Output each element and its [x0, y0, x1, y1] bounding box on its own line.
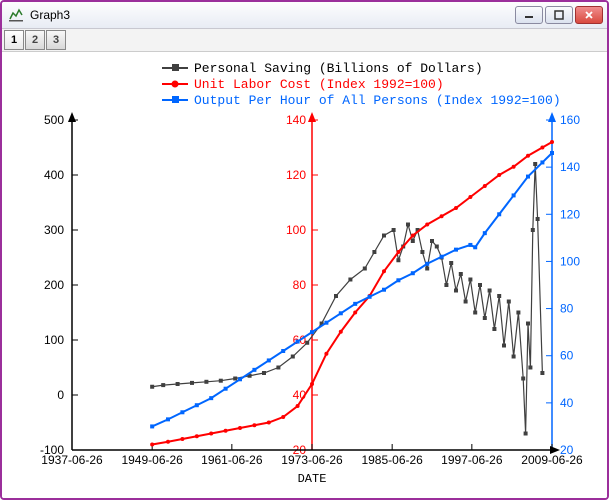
svg-text:140: 140: [560, 160, 580, 174]
svg-text:140: 140: [286, 113, 306, 127]
tab-1[interactable]: 1: [4, 30, 24, 50]
tab-3[interactable]: 3: [46, 30, 66, 50]
app-icon: [8, 7, 24, 23]
close-button[interactable]: [575, 6, 603, 24]
svg-text:1961-06-26: 1961-06-26: [201, 453, 263, 467]
svg-text:300: 300: [44, 223, 64, 237]
svg-text:100: 100: [560, 254, 580, 268]
chart-area: Personal Saving (Billions of Dollars)Uni…: [2, 52, 607, 498]
titlebar[interactable]: Graph3: [2, 2, 607, 29]
svg-text:120: 120: [286, 168, 306, 182]
svg-text:120: 120: [560, 207, 580, 221]
svg-text:1997-06-26: 1997-06-26: [441, 453, 503, 467]
window-controls: [515, 6, 603, 24]
svg-text:1937-06-26: 1937-06-26: [41, 453, 103, 467]
svg-text:Unit Labor Cost (Index 1992=10: Unit Labor Cost (Index 1992=100): [194, 77, 444, 92]
svg-text:1985-06-26: 1985-06-26: [361, 453, 423, 467]
svg-text:400: 400: [44, 168, 64, 182]
minimize-button[interactable]: [515, 6, 543, 24]
svg-text:100: 100: [286, 223, 306, 237]
svg-text:0: 0: [57, 388, 64, 402]
svg-text:40: 40: [560, 396, 574, 410]
chart-svg: Personal Saving (Billions of Dollars)Uni…: [2, 52, 607, 498]
svg-text:Personal Saving (Billions of D: Personal Saving (Billions of Dollars): [194, 61, 483, 76]
window-title: Graph3: [30, 8, 515, 22]
svg-text:Output Per Hour of All Persons: Output Per Hour of All Persons (Index 19…: [194, 93, 561, 108]
svg-text:500: 500: [44, 113, 64, 127]
svg-text:160: 160: [560, 113, 580, 127]
chart-window: Graph3 1 2 3 Personal Saving (Billions o…: [0, 0, 609, 500]
svg-text:60: 60: [560, 349, 574, 363]
svg-text:200: 200: [44, 278, 64, 292]
svg-text:80: 80: [560, 302, 574, 316]
maximize-button[interactable]: [545, 6, 573, 24]
svg-text:DATE: DATE: [298, 472, 327, 486]
svg-text:2009-06-26: 2009-06-26: [521, 453, 583, 467]
svg-text:1949-06-26: 1949-06-26: [121, 453, 183, 467]
tab-2[interactable]: 2: [25, 30, 45, 50]
tab-bar: 1 2 3: [2, 29, 607, 52]
svg-text:80: 80: [293, 278, 307, 292]
svg-text:100: 100: [44, 333, 64, 347]
svg-text:1973-06-26: 1973-06-26: [281, 453, 343, 467]
